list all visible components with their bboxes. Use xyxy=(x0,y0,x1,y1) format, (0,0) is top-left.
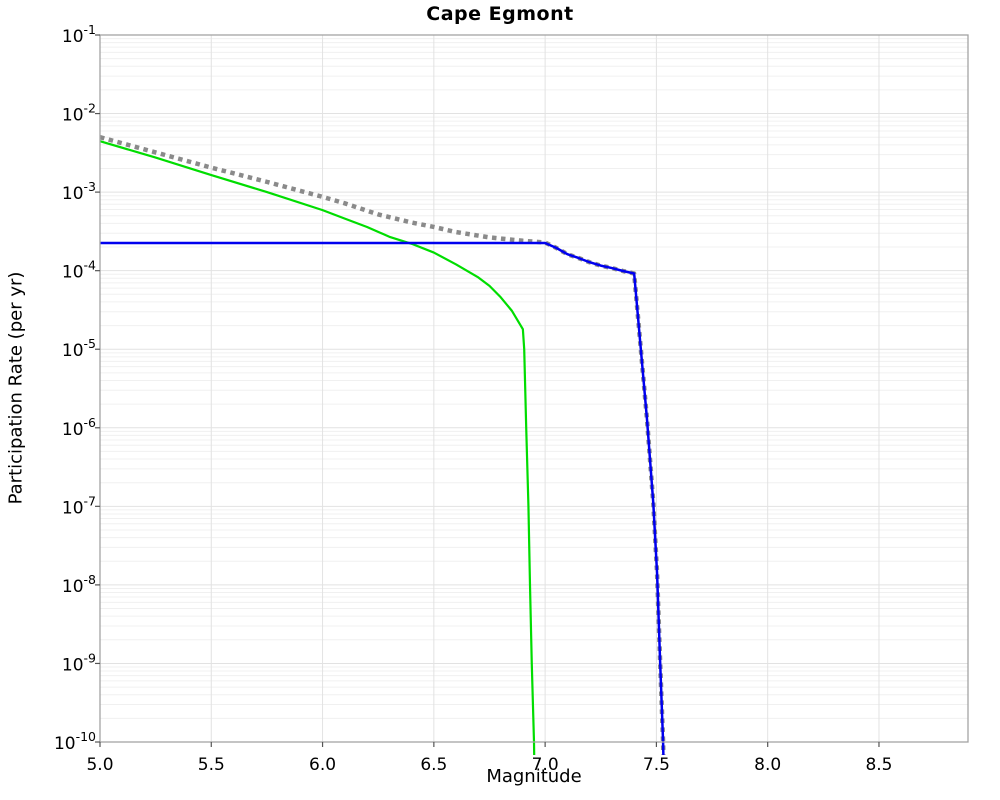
green-solid-line xyxy=(99,140,536,755)
x-tick-label: 7.5 xyxy=(643,755,670,775)
series-group xyxy=(99,135,666,755)
x-tick-label: 5.5 xyxy=(198,755,225,775)
y-tick-label: 10-4 xyxy=(62,258,96,283)
axis-ticks xyxy=(95,34,880,747)
axis-tick-labels: 5.0 5.5 6.0 6.5 7.0 7.5 8.0 8.5 10-1 10-2 10-3 10-4… xyxy=(54,22,893,775)
gray-dotted-line xyxy=(99,135,666,755)
chart-title: Cape Egmont xyxy=(426,3,574,25)
y-axis-label: Participation Rate (per yr) xyxy=(5,271,27,505)
plot-frame xyxy=(99,34,969,743)
y-tick-label: 10-2 xyxy=(62,101,96,126)
x-tick-label: 6.5 xyxy=(420,755,447,775)
y-tick-label: 10-10 xyxy=(54,729,96,754)
x-axis-label: Magnitude xyxy=(486,766,582,787)
y-tick-label: 10-7 xyxy=(62,493,96,518)
blue-solid-line xyxy=(100,241,665,755)
y-tick-label: 10-5 xyxy=(62,336,96,361)
x-tick-label: 7.0 xyxy=(532,755,559,775)
y-tick-label: 10-1 xyxy=(62,22,96,47)
y-tick-label: 10-6 xyxy=(62,415,96,440)
x-tick-label: 8.5 xyxy=(865,755,892,775)
y-tick-label: 10-8 xyxy=(62,572,96,597)
x-tick-label: 6.0 xyxy=(309,755,336,775)
y-tick-label: 10-9 xyxy=(62,650,96,675)
x-tick-label: 8.0 xyxy=(754,755,781,775)
gridlines xyxy=(100,35,968,742)
y-tick-label: 10-3 xyxy=(62,179,96,204)
x-tick-label: 5.0 xyxy=(86,755,113,775)
